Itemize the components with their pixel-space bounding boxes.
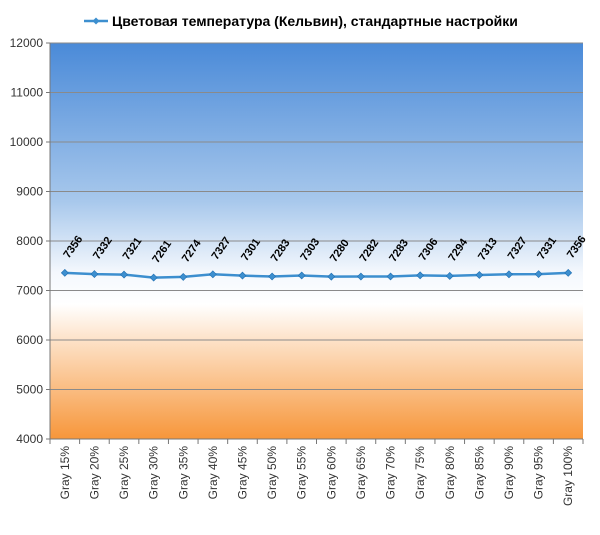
x-tick-label: Gray 95% <box>532 446 546 500</box>
x-tick-label: Gray 100% <box>561 446 575 506</box>
y-tick-label: 5000 <box>16 383 43 397</box>
x-tick-label: Gray 85% <box>472 446 486 500</box>
data-point-marker <box>179 273 188 281</box>
data-point-marker <box>356 272 365 281</box>
data-point-marker <box>564 268 573 277</box>
data-point-marker <box>238 271 247 280</box>
data-point-marker <box>445 272 454 280</box>
data-point-marker <box>534 270 543 279</box>
legend: Цветовая температура (Кельвин), стандарт… <box>84 13 518 29</box>
y-tick-label: 6000 <box>16 333 43 347</box>
legend-marker-icon <box>92 17 100 25</box>
x-tick-label: Gray 75% <box>413 446 427 500</box>
y-tick-label: 9000 <box>16 185 43 199</box>
series <box>60 268 573 282</box>
x-tick-label: Gray 80% <box>443 446 457 500</box>
x-tick-label: Gray 25% <box>117 446 131 500</box>
data-point-marker <box>208 270 217 279</box>
data-point-marker <box>268 272 277 281</box>
y-tick-label: 8000 <box>16 234 43 248</box>
x-tick-label: Gray 20% <box>87 446 101 500</box>
x-tick-label: Gray 15% <box>58 446 72 500</box>
x-tick-label: Gray 60% <box>324 446 338 500</box>
x-tick-label: Gray 30% <box>147 446 161 500</box>
data-point-marker <box>416 271 425 280</box>
data-point-marker <box>386 272 395 281</box>
x-tick-label: Gray 50% <box>265 446 279 500</box>
data-point-marker <box>327 272 336 281</box>
y-axis: 4000 5000 6000 7000 8000 9000 10000 11000 12000 <box>10 36 51 446</box>
x-tick-label: Gray 35% <box>176 446 190 500</box>
data-point-marker <box>149 273 158 282</box>
y-tick-label: 11000 <box>11 86 44 100</box>
x-tick-label: Gray 70% <box>384 446 398 500</box>
data-point-marker <box>90 270 99 278</box>
x-tick-label: Gray 45% <box>235 446 249 500</box>
x-tick-label: Gray 40% <box>206 446 220 500</box>
data-point-marker <box>60 268 69 277</box>
data-point-marker <box>505 270 513 279</box>
y-tick-label: 12000 <box>10 36 44 50</box>
data-point-marker <box>297 271 306 280</box>
data-point-marker <box>120 270 128 279</box>
y-tick-label: 7000 <box>16 284 43 298</box>
y-tick-label: 4000 <box>16 432 43 446</box>
x-tick-label: Gray 65% <box>354 446 368 500</box>
x-axis: Gray 15% Gray 20% Gray 25% Gray 30% Gray 35%… <box>49 438 584 506</box>
x-tick-label: Gray 90% <box>502 446 516 500</box>
x-tick-label: Gray 55% <box>295 446 309 500</box>
y-tick-label: 10000 <box>10 135 44 149</box>
data-point-marker <box>475 271 484 279</box>
legend-label: Цветовая температура (Кельвин), стандарт… <box>112 13 518 29</box>
gridlines <box>50 42 583 390</box>
series-line <box>64 271 569 279</box>
